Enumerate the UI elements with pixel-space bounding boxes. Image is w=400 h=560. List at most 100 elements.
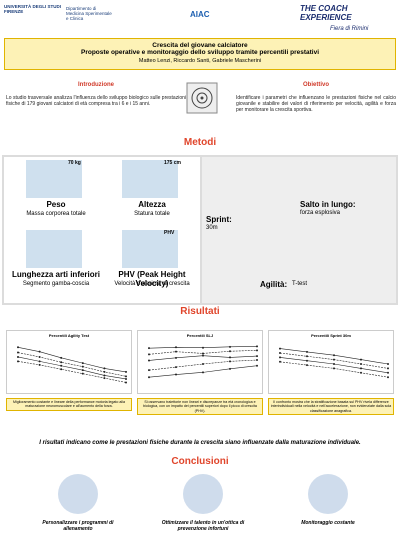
series-line <box>17 361 127 383</box>
marker <box>175 366 177 369</box>
event: THE COACH EXPERIENCE <box>300 4 352 22</box>
marker <box>81 362 84 365</box>
test-name: Salto in lungo: <box>300 200 356 209</box>
marker <box>256 349 258 352</box>
measure-desc: Massa corporea totale <box>26 211 86 217</box>
marker <box>17 360 19 363</box>
marker <box>256 345 258 348</box>
section-heading: Conclusioni <box>171 456 229 467</box>
marker <box>202 363 204 365</box>
marker <box>81 365 84 368</box>
measure-name: PHV (Peak Height Velocity) <box>118 270 186 288</box>
marker <box>306 364 308 367</box>
series-line <box>17 352 127 377</box>
marker <box>148 376 150 379</box>
measure-desc: Statura totale <box>134 211 170 217</box>
marker <box>387 367 389 370</box>
measure-name: Lunghezza arti inferiori <box>11 270 100 279</box>
marker <box>360 363 362 365</box>
chart-frame <box>137 330 263 394</box>
chart-title: Percentili SLJ <box>187 333 213 338</box>
test-name: Sprint: <box>206 215 232 224</box>
intro-text: Lo studio trasversale analizza l'influen… <box>6 95 186 108</box>
section-heading: Risultati <box>180 306 220 317</box>
marker <box>202 371 204 374</box>
marker <box>103 370 106 373</box>
marker <box>202 352 204 355</box>
badge: 175 cm <box>164 160 181 166</box>
marker <box>229 356 231 359</box>
marker <box>256 364 258 367</box>
marker <box>279 360 281 363</box>
marker <box>175 346 177 349</box>
test-desc: forza esplosiva <box>300 210 341 216</box>
marker <box>306 359 308 362</box>
objective-text: Identificare i parametri che influenzano… <box>236 95 396 114</box>
chart-frame <box>268 330 394 394</box>
line-chart: Percentili Sprint 30m <box>268 330 394 394</box>
department: Dipartimento di Medicina Sperimentale e … <box>66 6 112 21</box>
marker <box>333 358 335 361</box>
marker <box>229 345 231 348</box>
marker <box>229 360 231 363</box>
marker <box>175 373 177 376</box>
marker <box>60 368 63 371</box>
badge: 70 kg <box>68 160 81 166</box>
conclusion: Personalizzare i programmi di allenament… <box>42 520 114 532</box>
marker <box>125 375 127 378</box>
marker <box>38 360 41 363</box>
marker <box>148 369 150 372</box>
caption: Miglioramento costante e lineare della p… <box>6 398 132 411</box>
marker <box>360 358 362 361</box>
measure-desc: Velocità massima di crescita <box>114 281 190 287</box>
illustration <box>122 160 178 198</box>
marker <box>256 355 258 358</box>
marker <box>229 367 231 370</box>
marker <box>17 346 19 349</box>
chart-title: Percentili Agility Test <box>49 333 90 338</box>
marker <box>279 356 281 359</box>
measure-name: Altezza <box>138 200 166 209</box>
conclusion: Ottimizzare il talento in un'ottica di p… <box>161 520 245 532</box>
marker <box>360 367 362 370</box>
icon <box>308 474 348 514</box>
marker <box>38 355 41 358</box>
test-name: Agilità: <box>260 280 288 289</box>
marker <box>148 359 150 362</box>
university: UNIVERSITÀ DEGLI STUDI FIRENZE <box>4 4 62 14</box>
line-chart: Percentili Agility Test <box>6 330 132 394</box>
measure-name: Peso <box>46 200 66 209</box>
marker <box>306 350 308 353</box>
marker <box>333 367 335 370</box>
marker <box>360 371 362 374</box>
caption: Il confronto mostra che la stratificazio… <box>268 398 394 416</box>
illustration <box>26 230 82 268</box>
icon <box>58 474 98 514</box>
marker <box>125 370 127 373</box>
test-desc: T-test <box>292 281 308 287</box>
section-heading: Metodi <box>183 137 217 148</box>
marker <box>148 347 150 350</box>
marker <box>17 351 19 354</box>
marker <box>279 352 281 354</box>
marker <box>60 361 63 364</box>
marker <box>81 369 84 372</box>
badge: PHV <box>164 230 175 236</box>
marker <box>125 381 127 384</box>
marker <box>279 347 281 350</box>
subtitle: Proposte operative e monitoraggio dello … <box>80 49 320 56</box>
title-box: Crescita del giovane calciatore Proposte… <box>4 38 396 70</box>
icon <box>183 474 223 514</box>
marker <box>103 367 106 370</box>
aiac-logo: AIAC <box>190 10 210 19</box>
tests <box>202 157 396 303</box>
caption: Si osservano traiettorie non lineari e d… <box>137 398 263 416</box>
conclusion: Monitoraggio costante <box>301 520 355 526</box>
summary: I risultati indicano come le prestazioni… <box>39 440 361 446</box>
marker <box>103 374 106 377</box>
marker <box>202 346 204 349</box>
marker <box>229 350 231 353</box>
marker <box>306 355 308 358</box>
series-line <box>17 356 127 380</box>
